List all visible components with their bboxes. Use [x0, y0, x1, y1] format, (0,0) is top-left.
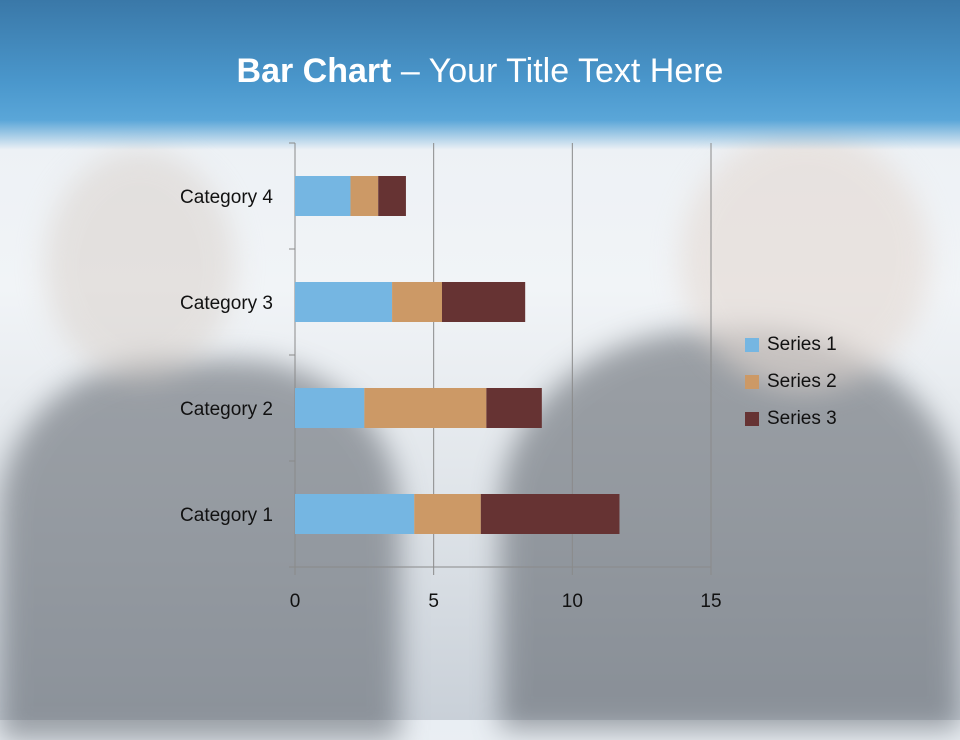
x-tick-label: 5 — [428, 591, 439, 612]
legend-item: Series 2 — [745, 363, 837, 400]
x-tick-label: 15 — [700, 591, 721, 612]
bar-series-1 — [295, 388, 365, 428]
bar-series-1 — [295, 494, 415, 534]
legend-swatch — [745, 374, 759, 389]
legend-item: Series 1 — [745, 326, 837, 363]
x-tick-label: 10 — [562, 591, 583, 612]
legend-label: Series 1 — [767, 333, 837, 355]
legend-swatch — [745, 411, 759, 426]
bar-series-3 — [378, 176, 406, 216]
background-person-right-head — [680, 130, 930, 390]
slide-title: Bar Chart – Your Title Text Here — [0, 52, 960, 91]
category-label: Category 2 — [180, 399, 273, 420]
category-label: Category 1 — [180, 505, 273, 526]
legend-label: Series 2 — [767, 370, 837, 392]
bar-series-3 — [486, 388, 542, 428]
bar-series-2 — [392, 282, 442, 322]
title-bold: Bar Chart — [236, 52, 392, 90]
background-person-left-head — [45, 150, 235, 380]
bar-series-1 — [295, 176, 351, 216]
bar-series-2 — [414, 494, 481, 534]
bar-series-1 — [295, 282, 393, 322]
legend-swatch — [745, 337, 759, 352]
legend-item: Series 3 — [745, 400, 837, 437]
category-label: Category 3 — [180, 293, 273, 314]
legend-label: Series 3 — [767, 407, 837, 429]
bar-chart: 0 5 10 15 Category 1 Category 2 Category 3 Cate… — [180, 142, 722, 612]
bar-series-3 — [480, 494, 620, 534]
x-tick-label: 0 — [290, 591, 301, 612]
slide-header — [0, 0, 960, 150]
bar-series-3 — [441, 282, 526, 322]
bar-series-2 — [350, 176, 379, 216]
bar-series-2 — [364, 388, 487, 428]
title-rest: – Your Title Text Here — [391, 52, 724, 90]
chart-legend: Series 1 Series 2 Series 3 — [745, 326, 837, 437]
category-label: Category 4 — [180, 187, 273, 208]
